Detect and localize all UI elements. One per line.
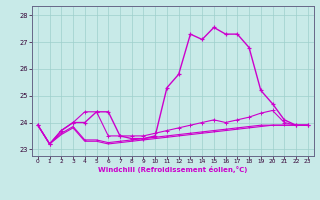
X-axis label: Windchill (Refroidissement éolien,°C): Windchill (Refroidissement éolien,°C): [98, 166, 247, 173]
